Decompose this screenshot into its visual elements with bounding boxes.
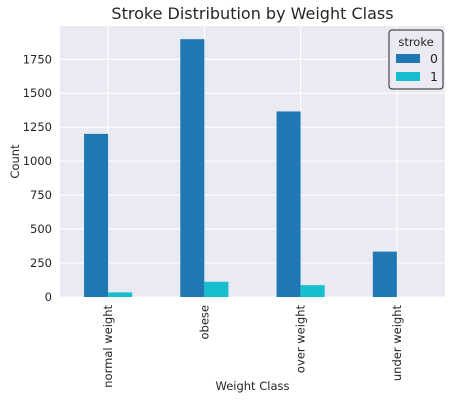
chart-title: Stroke Distribution by Weight Class [111,4,393,23]
legend-swatch-0 [396,54,420,63]
bar-series-0 [372,251,397,297]
legend-swatch-1 [396,72,420,81]
bar-series-0 [84,133,109,297]
y-tick-label: 250 [30,256,52,270]
y-axis-title: Count [8,144,22,179]
bar-series-1 [204,281,229,297]
y-tick-label: 1500 [23,86,52,100]
y-tick-label: 1750 [23,52,52,66]
y-tick-label: 0 [45,290,52,304]
legend-label-0: 0 [430,51,438,66]
bar-series-0 [180,39,205,297]
bar-series-0 [276,111,301,297]
y-axis-ticks: 0 250 500 750 1000 1250 1500 1750 [23,52,52,304]
x-tick-label: obese [197,305,211,339]
legend-title: stroke [398,35,433,49]
bar-series-1 [300,285,325,297]
legend-label-1: 1 [430,69,438,84]
legend: stroke 0 1 [388,29,444,90]
y-tick-label: 750 [30,188,52,202]
x-tick-label: under weight [390,305,404,382]
y-tick-label: 1250 [23,120,52,134]
bars [84,39,397,297]
y-tick-label: 500 [30,222,52,236]
x-axis-ticks: normal weight obese over weight under weigh… [101,305,404,388]
x-tick-label: normal weight [101,305,115,388]
bar-series-1 [108,292,133,297]
x-tick-label: over weight [294,305,308,374]
x-axis-title: Weight Class [216,379,290,393]
y-tick-label: 1000 [23,154,52,168]
